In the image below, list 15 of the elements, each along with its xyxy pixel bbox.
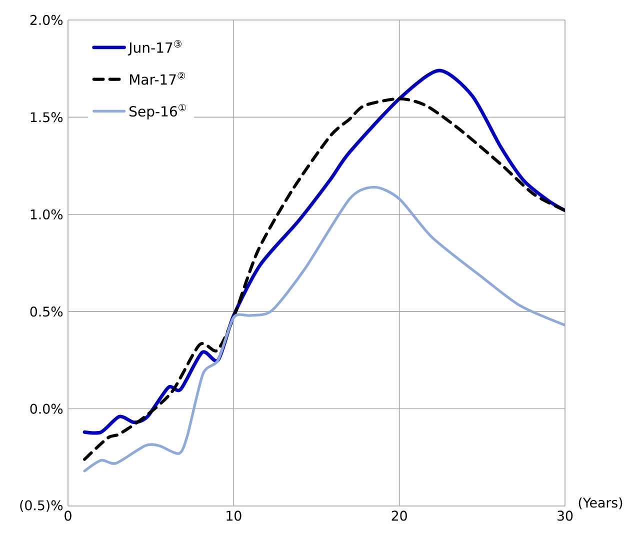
y-tick-label: (0.5)% — [20, 500, 63, 512]
x-tick-label: 30 — [558, 510, 573, 521]
legend-label: Jun-17$^{③}$ — [128, 40, 182, 56]
x-tick-label: 20 — [392, 510, 407, 521]
y-tick-label: 2.0% — [30, 14, 63, 26]
x-tick-label: 0 — [64, 510, 72, 521]
y-tick-label: 1.0% — [30, 209, 63, 220]
x-tick-label: 10 — [226, 510, 242, 521]
legend-label: Mar-17$^{②}$ — [130, 72, 186, 85]
x-axis-title: (Years) — [578, 497, 622, 510]
y-tick-label: 1.5% — [30, 112, 63, 122]
line-series — [83, 186, 565, 472]
legend-label: Sep-16$^{①}$ — [130, 104, 186, 120]
y-tick-label: 0.0% — [30, 404, 63, 414]
y-tick-label: 0.5% — [30, 306, 63, 317]
